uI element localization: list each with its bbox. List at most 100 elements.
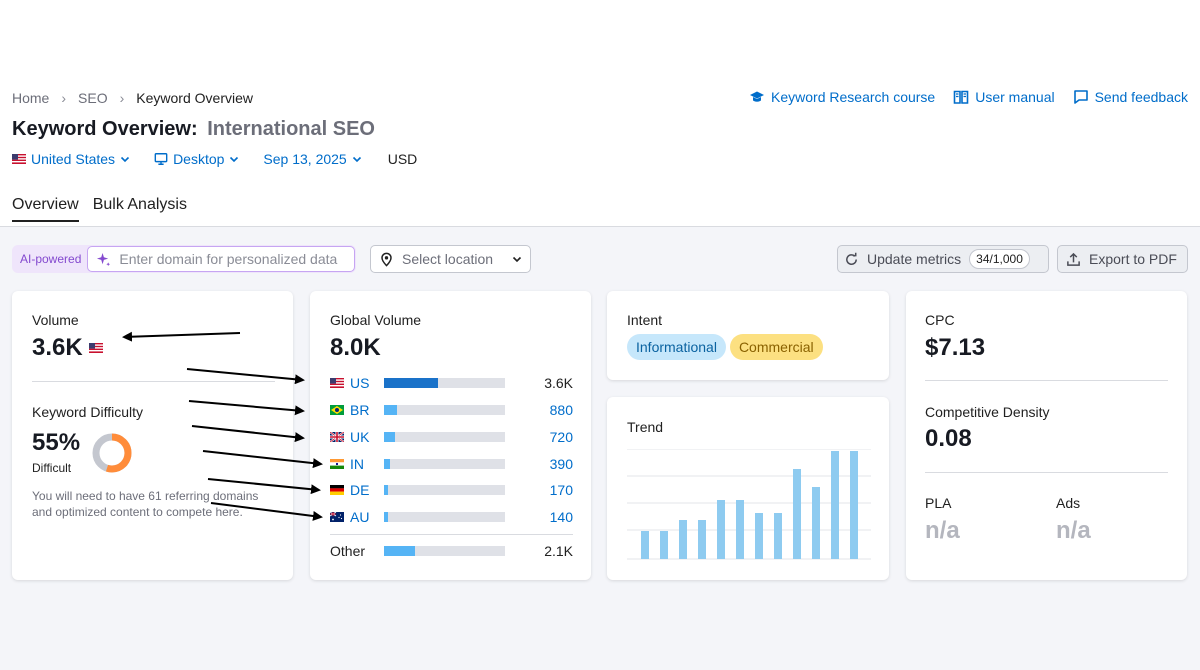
us-flag-icon — [330, 378, 344, 388]
global-volume-value: 8.0K — [330, 334, 381, 361]
graduation-cap-icon — [750, 91, 765, 102]
sparkle-icon — [97, 252, 111, 266]
trend-bar — [812, 487, 820, 559]
australia-flag-icon — [330, 512, 344, 522]
date-selector[interactable]: Sep 13, 2025 — [263, 151, 361, 167]
country-row-uk[interactable]: UK 720 — [330, 429, 573, 445]
country-share-fill — [384, 378, 438, 388]
user-manual-link[interactable]: User manual — [953, 89, 1055, 105]
trend-bar — [850, 451, 858, 559]
domain-input[interactable]: Enter domain for personalized data — [87, 246, 356, 272]
chevron-down-icon — [230, 156, 239, 163]
pla-label: PLA — [925, 495, 952, 511]
trend-label: Trend — [627, 419, 664, 435]
intent-tags: Informational Commercial — [627, 334, 823, 360]
device-selector[interactable]: Desktop — [154, 151, 239, 167]
divider — [32, 381, 275, 382]
country-label: United States — [31, 151, 116, 167]
export-pdf-button[interactable]: Export to PDF — [1057, 245, 1188, 273]
location-placeholder: Select location — [402, 251, 494, 267]
country-row-de[interactable]: DE 170 — [330, 482, 573, 498]
tab-overview[interactable]: Overview — [12, 196, 79, 222]
filters-bar: United States Desktop Sep 13, 2025 USD — [12, 151, 417, 167]
breadcrumb-home[interactable]: Home — [12, 90, 50, 106]
trend-bar — [679, 520, 687, 559]
update-metrics-label: Update metrics — [867, 251, 962, 267]
toolbar: AI-powered Enter domain for personalized… — [12, 245, 1188, 273]
date-label: Sep 13, 2025 — [263, 151, 347, 167]
page-title: Keyword Overview: International SEO — [12, 118, 375, 141]
country-share-fill — [384, 512, 388, 522]
chevron-down-icon — [512, 256, 522, 263]
tab-bar: Overview Bulk Analysis — [12, 196, 187, 222]
chevron-right-icon: › — [119, 90, 125, 106]
location-select[interactable]: Select location — [370, 245, 531, 273]
country-share-track — [384, 405, 505, 415]
header-area — [0, 0, 1200, 227]
country-share-track — [384, 512, 505, 522]
country-share-fill — [384, 485, 388, 495]
country-share-track — [384, 485, 505, 495]
trend-bar — [641, 531, 649, 559]
trend-bar — [793, 469, 801, 559]
country-share-fill — [384, 405, 397, 415]
breadcrumb-current: Keyword Overview — [136, 90, 253, 106]
country-code: UK — [350, 429, 370, 445]
page-title-main: Keyword Overview: — [12, 118, 198, 140]
country-volume: 170 — [549, 482, 573, 498]
global-volume-label: Global Volume — [330, 312, 422, 328]
difficulty-donut — [92, 433, 132, 473]
country-share-fill — [384, 459, 390, 469]
course-link-label: Keyword Research course — [771, 89, 936, 105]
currency-label: USD — [387, 151, 418, 167]
tab-divider — [0, 226, 1200, 227]
volume-value-row: 3.6K — [32, 334, 103, 362]
top-links: Keyword Research course User manual Send… — [749, 89, 1188, 105]
chevron-down-icon — [120, 156, 130, 163]
country-volume: 3.6K — [544, 375, 573, 391]
germany-flag-icon — [330, 485, 344, 495]
update-metrics-button[interactable]: Update metrics 34/1,000 — [837, 245, 1049, 273]
country-row-us[interactable]: US 3.6K — [330, 375, 573, 391]
divider — [330, 534, 573, 535]
intent-tag-informational: Informational — [627, 334, 726, 360]
intent-label: Intent — [627, 312, 663, 328]
country-volume: 720 — [549, 429, 573, 445]
country-share-fill — [384, 546, 415, 556]
cpc-label: CPC — [925, 312, 955, 328]
us-flag-icon — [12, 154, 26, 164]
competitive-density-label: Competitive Density — [925, 404, 1050, 420]
send-feedback-link[interactable]: Send feedback — [1073, 89, 1188, 105]
uk-flag-icon — [330, 432, 344, 442]
volume-label: Volume — [32, 312, 79, 328]
tab-bulk-analysis[interactable]: Bulk Analysis — [92, 196, 187, 213]
intent-card: Intent Informational Commercial — [607, 291, 889, 380]
country-row-au[interactable]: AU 140 — [330, 509, 573, 525]
difficulty-donut-fill — [92, 433, 132, 473]
country-code: DE — [350, 482, 370, 498]
breadcrumb: Home › SEO › Keyword Overview — [12, 90, 253, 106]
trend-bar — [736, 500, 744, 559]
intent-tag-commercial: Commercial — [729, 334, 823, 360]
location-pin-icon — [381, 252, 392, 267]
trend-bar — [831, 451, 839, 559]
india-flag-icon — [330, 459, 344, 469]
volume-card: Volume 3.6K Keyword Difficulty 55% Diffi… — [12, 291, 293, 580]
country-code: BR — [350, 402, 370, 418]
country-share-track — [384, 546, 505, 556]
country-selector[interactable]: United States — [12, 151, 130, 167]
country-row-in[interactable]: IN 390 — [330, 456, 573, 472]
country-code: AU — [350, 509, 370, 525]
country-volume: 390 — [549, 456, 573, 472]
book-icon — [953, 90, 969, 104]
keyword-research-course-link[interactable]: Keyword Research course — [749, 89, 935, 105]
keyword-difficulty-level: Difficult — [32, 461, 72, 475]
breadcrumb-seo[interactable]: SEO — [78, 90, 108, 106]
update-count-badge: 34/1,000 — [969, 249, 1030, 269]
trend-bar — [774, 513, 782, 559]
ai-powered-label: AI-powered — [20, 252, 82, 266]
ads-value: n/a — [1056, 517, 1091, 544]
cpc-value: $7.13 — [925, 334, 986, 361]
page-title-keyword: International SEO — [207, 118, 375, 140]
country-row-br[interactable]: BR 880 — [330, 402, 573, 418]
